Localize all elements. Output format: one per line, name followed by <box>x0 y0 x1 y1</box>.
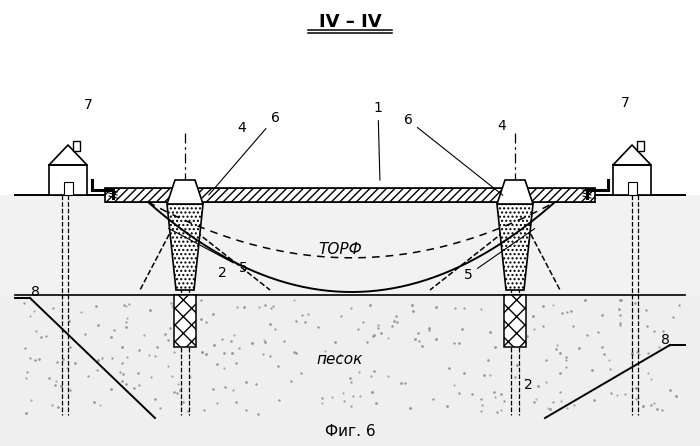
Text: 7: 7 <box>83 98 92 112</box>
Text: 1: 1 <box>374 101 382 180</box>
Bar <box>64 182 73 195</box>
Polygon shape <box>167 180 203 204</box>
Bar <box>628 182 637 195</box>
Text: 8: 8 <box>661 333 669 347</box>
Text: 5: 5 <box>169 228 247 275</box>
Bar <box>613 165 651 195</box>
Polygon shape <box>497 204 533 290</box>
Text: 6: 6 <box>209 111 279 195</box>
Text: 2: 2 <box>218 266 226 280</box>
Text: 6: 6 <box>404 113 503 195</box>
Bar <box>637 141 644 151</box>
Text: 5: 5 <box>463 229 535 282</box>
Text: песок: песок <box>317 352 363 368</box>
Bar <box>504 295 526 347</box>
Polygon shape <box>167 204 203 290</box>
Bar <box>0 195 700 295</box>
Bar <box>0 295 700 446</box>
Text: 2: 2 <box>524 378 533 392</box>
Text: 4: 4 <box>237 121 246 135</box>
Text: ТОРФ: ТОРФ <box>318 243 362 257</box>
Bar <box>105 188 595 202</box>
Text: 4: 4 <box>498 119 506 133</box>
Polygon shape <box>497 180 533 204</box>
Text: 7: 7 <box>621 96 629 110</box>
Bar <box>73 141 80 151</box>
Text: 8: 8 <box>31 285 39 299</box>
Text: Фиг. 6: Фиг. 6 <box>325 425 375 439</box>
Bar <box>174 295 196 347</box>
Text: IV – IV: IV – IV <box>318 13 382 31</box>
Bar <box>49 165 87 195</box>
